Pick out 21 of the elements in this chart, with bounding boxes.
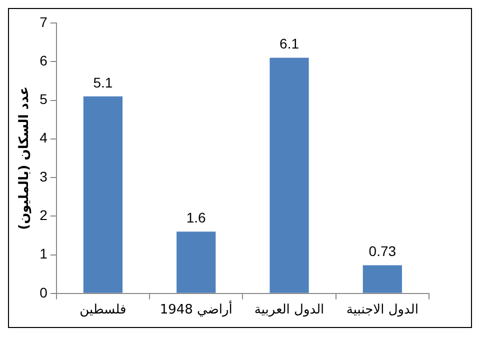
- y-tick-label: 0: [40, 284, 48, 300]
- y-tick-label: 4: [40, 130, 48, 146]
- data-label: 6.1: [280, 36, 300, 52]
- x-tick-label: فلسطين: [80, 302, 126, 318]
- y-tick-label: 3: [40, 168, 48, 184]
- bar: [270, 58, 309, 293]
- data-label: 5.1: [93, 74, 113, 90]
- y-axis-title: عدد السكان (بالمليون): [17, 86, 32, 230]
- x-tick-label: الدول الاجنبية: [346, 302, 418, 318]
- y-tick-label: 2: [40, 207, 48, 223]
- y-tick-label: 5: [40, 91, 48, 108]
- bar: [83, 96, 123, 293]
- data-label: 0.73: [368, 243, 396, 260]
- x-tick-label: الدول العربية: [254, 302, 324, 318]
- bar: [176, 232, 216, 293]
- x-tick-label: أراضي 1948: [160, 300, 232, 318]
- data-label: 1.6: [186, 209, 206, 226]
- y-tick-label: 7: [40, 14, 48, 30]
- y-tick-label: 6: [40, 52, 48, 68]
- bar: [362, 265, 402, 293]
- y-tick-label: 1: [40, 246, 48, 262]
